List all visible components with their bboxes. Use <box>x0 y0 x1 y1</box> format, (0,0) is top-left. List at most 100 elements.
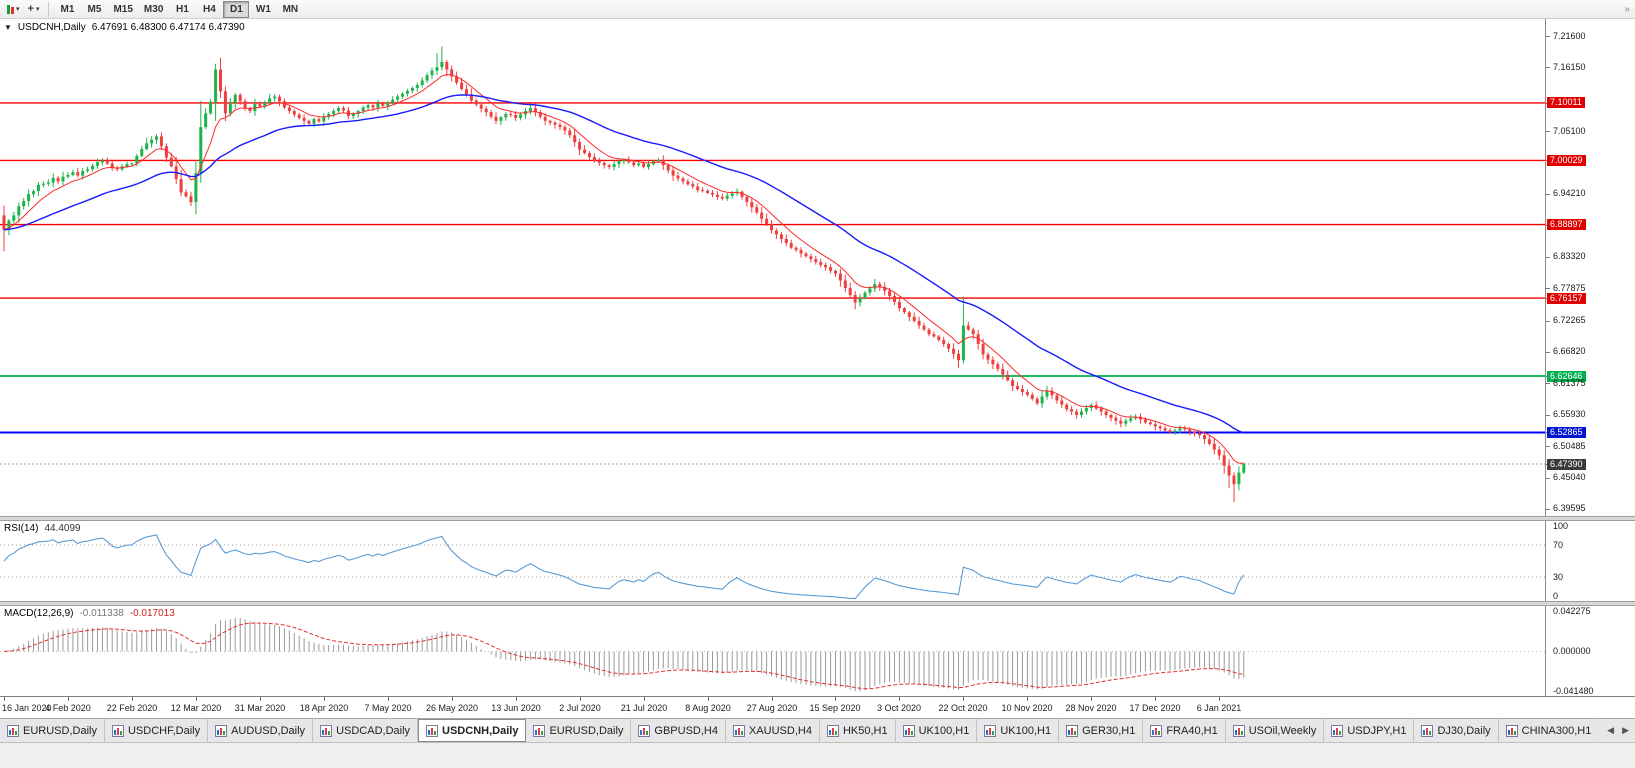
chart-tab-label: EURUSD,Daily <box>549 724 624 737</box>
price-axis-label: 6.66820 <box>1553 346 1586 356</box>
axis-tick <box>835 697 836 701</box>
plus-icon: + <box>27 2 34 15</box>
axis-tick <box>1546 415 1550 416</box>
macd-panel[interactable]: MACD(12,26,9) -0.011338 -0.017013 <box>0 606 1545 696</box>
date-label: 6 Jan 2021 <box>1196 703 1242 713</box>
timeframe-button-h1[interactable]: H1 <box>169 1 195 18</box>
date-label: 31 Mar 2020 <box>234 703 286 713</box>
price-axis-label: 6.94210 <box>1553 188 1586 198</box>
chart-tab-usdchf-daily[interactable]: USDCHF,Daily <box>104 719 209 742</box>
rsi-axis-label: 100 <box>1553 521 1569 531</box>
add-indicator-button[interactable]: + ▾ <box>24 1 44 18</box>
chart-tab-bar: EURUSD,Daily USDCHF,Daily AUDUSD,Daily USDC… <box>0 718 1635 742</box>
date-label: 16 Jan 2020 <box>2 703 52 713</box>
price-level-badge: 6.62646 <box>1547 371 1586 382</box>
tab-scroll-right-icon[interactable]: ▶ <box>1622 725 1629 735</box>
chart-tab-audusd-daily[interactable]: AUDUSD,Daily <box>208 719 314 742</box>
axis-tick <box>1155 697 1156 701</box>
price-axis-label: 6.55930 <box>1553 409 1586 419</box>
rsi-label: RSI(14) <box>4 523 39 534</box>
price-axis-label: 6.39595 <box>1553 503 1586 513</box>
tab-scroll-arrows: ◀ ▶ <box>1593 719 1635 742</box>
chart-tab-china300-h1[interactable]: CHINA300,H1 <box>1498 719 1600 742</box>
chart-tab-hk50-h1[interactable]: HK50,H1 <box>819 719 896 742</box>
collapse-icon[interactable]: ▼ <box>4 23 12 32</box>
price-axis-label: 6.72265 <box>1553 315 1586 325</box>
timeframe-button-w1[interactable]: W1 <box>250 1 276 18</box>
chart-tab-usdjpy-h1[interactable]: USDJPY,H1 <box>1324 719 1415 742</box>
chart-tab-eurusd-daily[interactable]: EURUSD,Daily <box>526 719 632 742</box>
chart-tab-ger30-h1[interactable]: GER30,H1 <box>1059 719 1144 742</box>
axis-tick <box>1546 257 1550 258</box>
axis-tick <box>4 697 5 701</box>
chart-tab-label: USDCAD,Daily <box>336 724 411 737</box>
toolbar-separator <box>48 1 50 17</box>
axis-tick <box>1546 36 1550 37</box>
timeframe-button-h4[interactable]: H4 <box>196 1 222 18</box>
chart-tab-fra40-h1[interactable]: FRA40,H1 <box>1143 719 1226 742</box>
panel-divider[interactable] <box>0 601 1635 606</box>
timeframe-button-m30[interactable]: M30 <box>139 1 168 18</box>
chart-tab-icon <box>320 724 333 737</box>
chart-tab-label: CHINA300,H1 <box>1521 724 1592 737</box>
rsi-panel[interactable]: RSI(14) 44.4099 <box>0 521 1545 601</box>
chart-tab-uk100-h1[interactable]: UK100,H1 <box>895 719 978 742</box>
tab-scroll-left-icon[interactable]: ◀ <box>1607 725 1615 735</box>
axis-tick <box>516 697 517 701</box>
chart-tab-label: EURUSD,Daily <box>23 724 97 737</box>
price-axis[interactable]: 7.21600 7.16150 7.10011 7.05100 7.00029 6.942… <box>1545 19 1635 516</box>
axis-tick <box>68 697 69 701</box>
chart-tab-label: UK100,H1 <box>918 724 970 737</box>
axis-tick <box>644 697 645 701</box>
chart-tab-dj30-daily[interactable]: DJ30,Daily <box>1414 719 1499 742</box>
main-chart[interactable]: ▼ USDCNH,Daily 6.47691 6.48300 6.47174 6… <box>0 19 1545 516</box>
candlestick-plot[interactable] <box>0 19 1545 516</box>
chart-tab-label: GBPUSD,H4 <box>654 724 718 737</box>
panel-divider[interactable] <box>0 516 1635 521</box>
timeframe-button-mn[interactable]: MN <box>277 1 303 18</box>
rsi-plot <box>0 534 1545 600</box>
timeframe-button-m5[interactable]: M5 <box>81 1 107 18</box>
price-level-badge: 6.88897 <box>1547 219 1586 230</box>
chart-tab-icon <box>215 724 228 737</box>
chart-tab-xauusd-h4[interactable]: XAUUSD,H4 <box>725 719 820 742</box>
timeframe-button-d1[interactable]: D1 <box>223 0 250 18</box>
axis-tick <box>1546 67 1550 68</box>
price-axis-label: 7.16150 <box>1553 62 1586 72</box>
macd-value: -0.011338 <box>79 608 124 619</box>
chart-tab-label: USDCHF,Daily <box>127 724 201 737</box>
chart-tab-icon <box>1232 724 1245 737</box>
chart-tab-icon <box>638 724 651 737</box>
chart-tab-label: GER30,H1 <box>1082 724 1136 737</box>
timeframe-button-m15[interactable]: M15 <box>108 1 137 18</box>
chart-tab-gbpusd-h4[interactable]: GBPUSD,H4 <box>631 719 726 742</box>
time-axis: 16 Jan 2020 4 Feb 2020 22 Feb 2020 12 Mar 2… <box>0 696 1635 718</box>
axis-tick <box>452 697 453 701</box>
date-label: 27 Aug 2020 <box>746 703 798 713</box>
chart-tab-uk100-h1[interactable]: UK100,H1 <box>977 719 1060 742</box>
axis-tick <box>324 697 325 701</box>
price-axis-label: 6.45040 <box>1553 472 1586 482</box>
rsi-panel-label: RSI(14) 44.4099 <box>4 523 81 534</box>
chart-tab-usoil-weekly[interactable]: USOil,Weekly <box>1225 719 1325 742</box>
date-label: 4 Feb 2020 <box>45 703 91 713</box>
axis-tick <box>196 697 197 701</box>
chevron-down-icon: ▾ <box>16 6 20 13</box>
timeframe-button-m1[interactable]: M1 <box>54 1 80 18</box>
chart-tab-usdcad-daily[interactable]: USDCAD,Daily <box>313 719 419 742</box>
macd-label: MACD(12,26,9) <box>4 608 74 619</box>
date-label: 26 May 2020 <box>425 703 479 713</box>
axis-tick <box>1091 697 1092 701</box>
axis-tick <box>132 697 133 701</box>
chart-tab-usdcnh-daily[interactable]: USDCNH,Daily <box>418 719 527 742</box>
toolbar-overflow-icon[interactable]: » <box>1624 3 1630 15</box>
axis-tick <box>1219 697 1220 701</box>
chart-type-button[interactable]: ▾ <box>3 1 24 18</box>
candlestick-chart-icon <box>7 4 14 14</box>
chart-tab-icon <box>111 724 124 737</box>
date-label: 8 Aug 2020 <box>685 703 731 713</box>
chart-tab-eurusd-daily[interactable]: EURUSD,Daily <box>0 719 105 742</box>
rsi-axis-label: 0 <box>1553 591 1559 601</box>
chart-tab-label: DJ30,Daily <box>1437 724 1491 737</box>
